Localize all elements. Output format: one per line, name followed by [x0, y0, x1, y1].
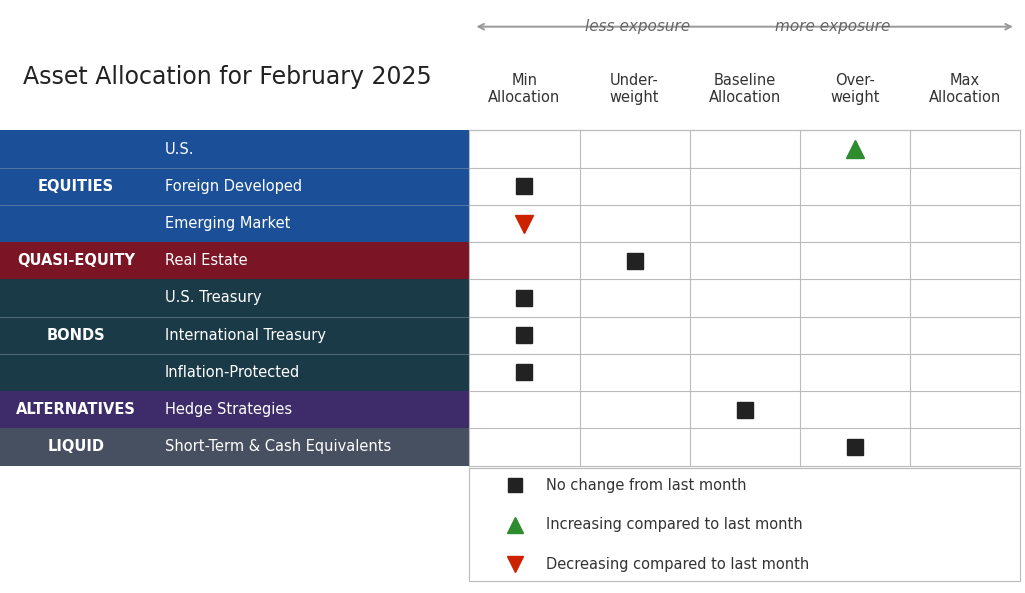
- Bar: [0, 130, 469, 242]
- Text: EQUITIES: EQUITIES: [38, 179, 114, 194]
- Text: Under-
weight: Under- weight: [610, 73, 659, 105]
- Text: LIQUID: LIQUID: [47, 439, 105, 454]
- Text: Over-
weight: Over- weight: [830, 73, 879, 105]
- Text: Inflation-Protected: Inflation-Protected: [165, 365, 300, 380]
- Text: Short-Term & Cash Equivalents: Short-Term & Cash Equivalents: [165, 439, 392, 454]
- Text: more exposure: more exposure: [775, 19, 891, 34]
- Text: Emerging Market: Emerging Market: [165, 216, 290, 231]
- Text: No change from last month: No change from last month: [546, 478, 747, 493]
- Text: Baseline
Allocation: Baseline Allocation: [708, 73, 781, 105]
- Text: U.S.: U.S.: [165, 142, 195, 157]
- Text: BONDS: BONDS: [46, 328, 106, 343]
- Text: QUASI-EQUITY: QUASI-EQUITY: [16, 253, 135, 268]
- Text: Max
Allocation: Max Allocation: [929, 73, 1001, 105]
- Text: Increasing compared to last month: Increasing compared to last month: [546, 517, 803, 533]
- Text: U.S. Treasury: U.S. Treasury: [165, 291, 261, 305]
- Text: less exposure: less exposure: [585, 19, 690, 34]
- Text: Hedge Strategies: Hedge Strategies: [165, 402, 292, 417]
- Text: Real Estate: Real Estate: [165, 253, 248, 268]
- Bar: [0, 242, 469, 279]
- Text: Min
Allocation: Min Allocation: [488, 73, 561, 105]
- Bar: [0, 428, 469, 466]
- Bar: [0, 391, 469, 428]
- Bar: [0, 279, 469, 391]
- Text: Decreasing compared to last month: Decreasing compared to last month: [546, 557, 810, 572]
- Text: ALTERNATIVES: ALTERNATIVES: [16, 402, 135, 417]
- Bar: [469, 468, 1020, 581]
- Text: Foreign Developed: Foreign Developed: [165, 179, 302, 194]
- Text: Asset Allocation for February 2025: Asset Allocation for February 2025: [23, 65, 432, 89]
- Text: International Treasury: International Treasury: [165, 328, 326, 343]
